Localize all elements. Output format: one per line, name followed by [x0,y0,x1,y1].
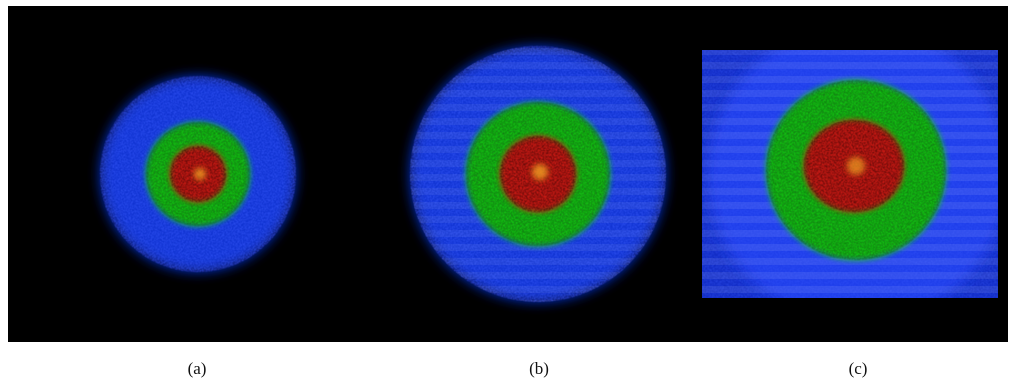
caption-c: (c) [848,359,868,378]
caption-b: (b) [529,359,549,378]
diffraction-patterns-svg [100,46,998,302]
pattern-c [702,50,998,298]
pattern-b [410,46,666,302]
pattern-a [100,76,296,272]
figure-image [8,6,1008,342]
caption-a: (a) [187,359,207,378]
